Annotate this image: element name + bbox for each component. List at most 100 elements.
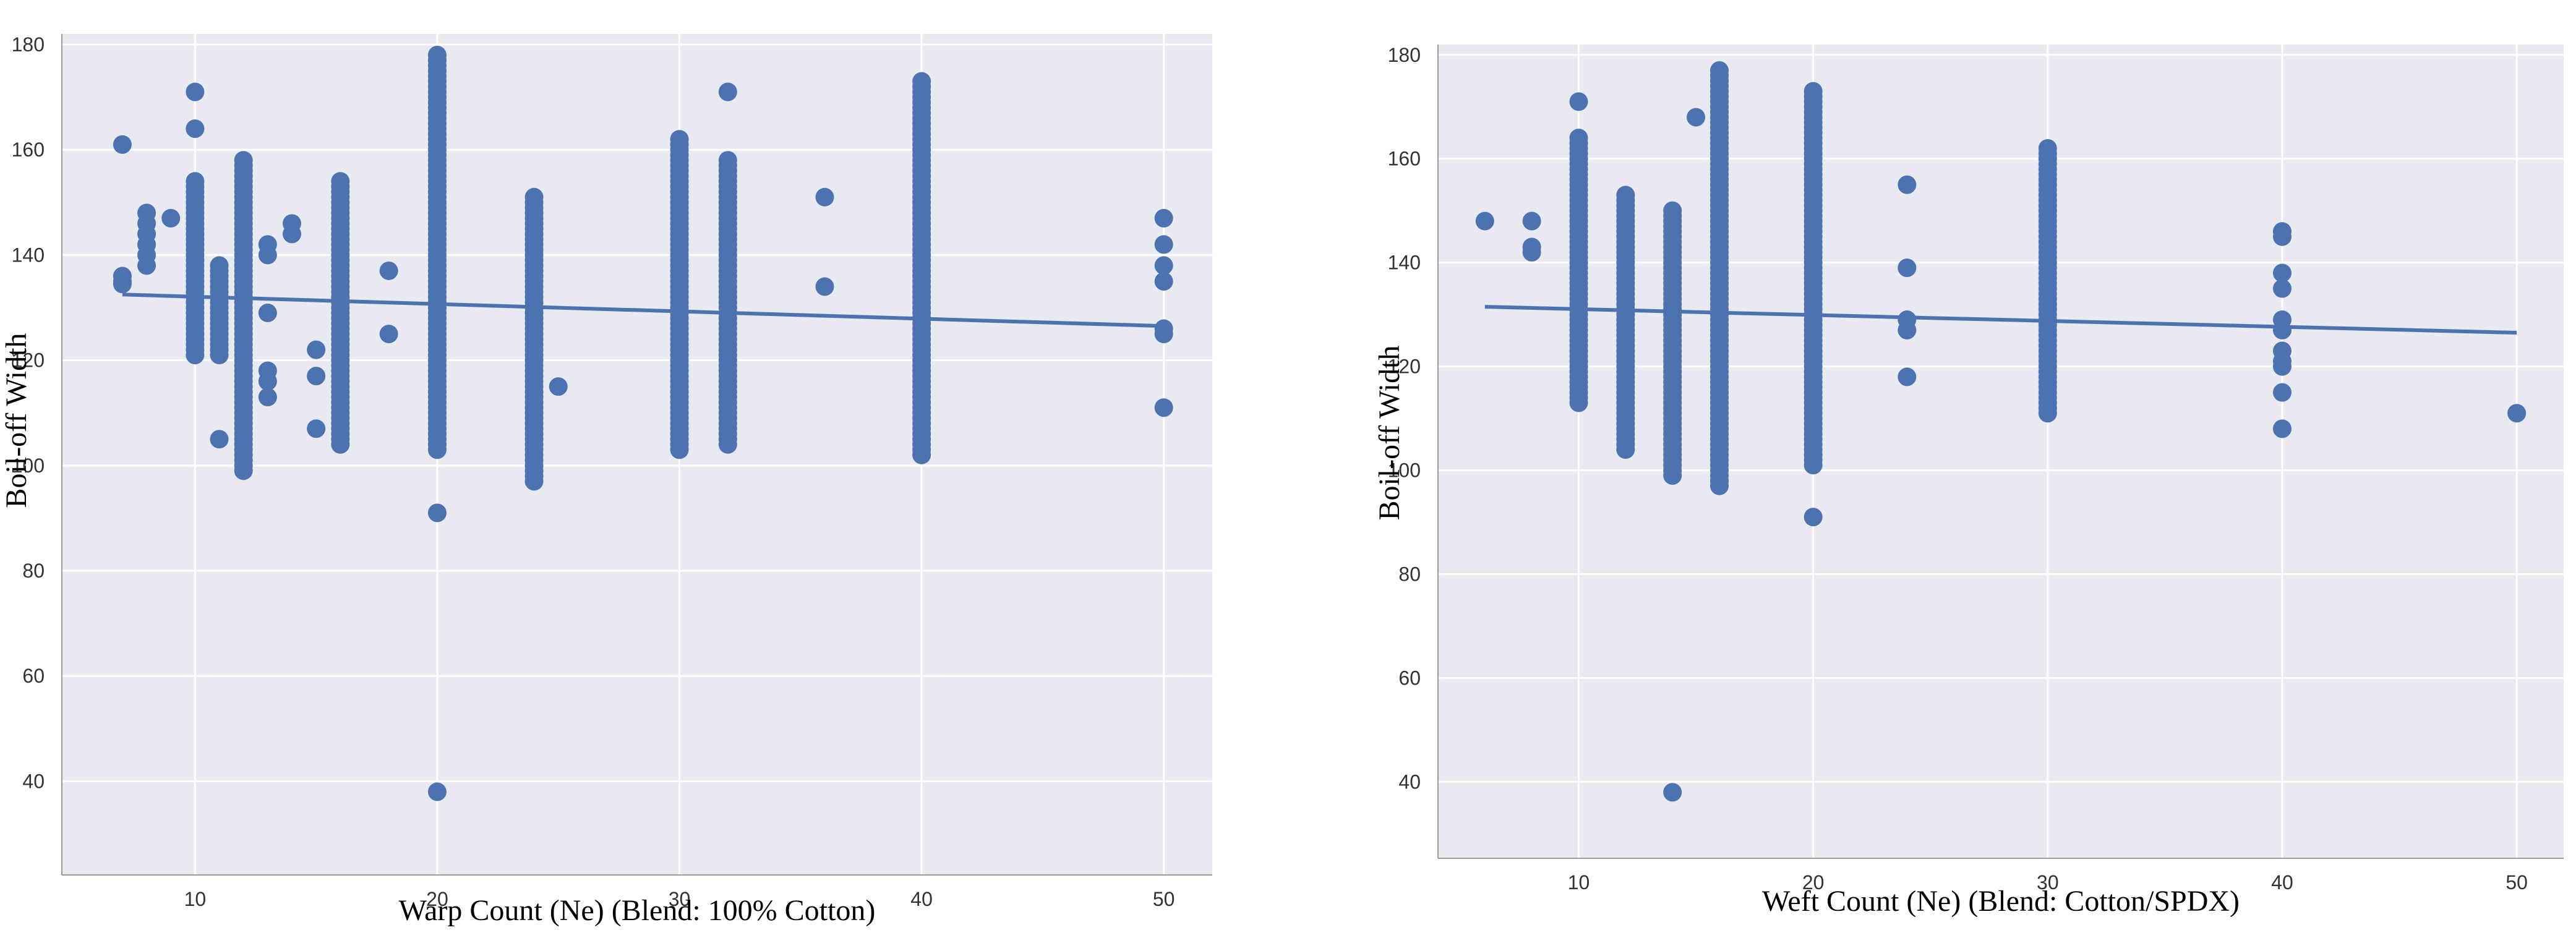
scatter-point [161, 208, 181, 228]
scatter-point [2273, 383, 2291, 402]
plot-area [1438, 45, 2564, 858]
scatter-point [2273, 279, 2291, 298]
warp-count-chart: 40 60 80 100 120 140 160 180 10 20 30 40 50 Boil-off … [0, 33, 1212, 927]
y-tick-label: 100 [1388, 459, 1421, 482]
scatter-point [718, 82, 737, 101]
scatter-point [2273, 227, 2291, 246]
scatter-point [258, 245, 277, 265]
x-tick-label: 30 [669, 888, 691, 910]
scatter-point [1663, 201, 1682, 220]
scatter-point [1154, 256, 1173, 275]
scatter-point [1898, 367, 1917, 386]
scatter-point [427, 46, 447, 65]
scatter-point [307, 340, 326, 359]
scatter-point [379, 261, 398, 280]
x-tick-label: 10 [184, 888, 207, 910]
y-tick-label: 40 [22, 770, 45, 792]
scatter-point [307, 419, 326, 438]
x-tick-label: 40 [2271, 871, 2293, 894]
y-tick-label: 60 [22, 665, 45, 687]
scatter-point [331, 172, 350, 191]
y-tick-label: 160 [1388, 148, 1421, 170]
scatter-point [2273, 320, 2291, 339]
scatter-point [186, 119, 205, 139]
scatter-point [1569, 129, 1588, 148]
y-tick-label: 160 [12, 139, 45, 161]
scatter-point [1154, 208, 1173, 228]
plot-area [62, 34, 1212, 875]
y-axis-title: Boil-off Width [1373, 346, 1406, 521]
y-tick-label: 40 [1398, 770, 1421, 793]
x-axis-title: Weft Count (Ne) (Blend: Cotton/SPDX) [1762, 885, 2240, 918]
scatter-point [258, 304, 277, 323]
scatter-point [427, 782, 447, 801]
scatter-point [1804, 508, 1823, 527]
y-tick-label: 140 [12, 244, 45, 266]
scatter-point [1663, 783, 1682, 802]
scatter-point [912, 72, 931, 91]
scatter-point [210, 256, 229, 275]
y-tick-label: 120 [12, 349, 45, 372]
scatter-point [1569, 92, 1588, 111]
scatter-point [549, 377, 568, 396]
scatter-point [1616, 186, 1635, 205]
scatter-point [2273, 263, 2291, 283]
data-points [1475, 61, 2527, 802]
y-tick-label: 180 [1388, 44, 1421, 66]
scatter-point [670, 130, 689, 149]
scatter-point [427, 503, 447, 523]
scatter-point [2273, 357, 2291, 376]
scatter-point [113, 275, 132, 294]
x-tick-label: 50 [2505, 871, 2528, 894]
scatter-point [234, 151, 253, 170]
y-tick-label: 80 [1398, 563, 1421, 586]
y-tick-label: 120 [1388, 356, 1421, 378]
regression-line [1484, 305, 2517, 335]
scatter-point [1154, 325, 1173, 344]
x-tick-label: 10 [1568, 871, 1590, 894]
scatter-point [1687, 108, 1706, 127]
x-tick-label: 30 [2037, 871, 2059, 894]
scatter-point [307, 367, 326, 386]
scatter-point [524, 187, 544, 207]
x-tick-label: 40 [910, 888, 933, 910]
scatter-point [113, 135, 132, 154]
scatter-point [137, 256, 156, 275]
x-tick-label: 20 [426, 888, 448, 910]
scatter-point [1710, 61, 1729, 80]
scatter-point [2038, 139, 2057, 158]
scatter-point [1522, 242, 1541, 262]
scatter-point [2507, 404, 2527, 423]
data-points [113, 46, 1173, 801]
y-tick-label: 180 [12, 33, 45, 56]
y-tick-label: 140 [1388, 252, 1421, 274]
scatter-point [186, 82, 205, 101]
scatter-point [283, 224, 301, 244]
scatter-point [258, 388, 277, 407]
y-axis-title: Boil-off Width [0, 333, 33, 508]
scatter-point [815, 277, 834, 296]
x-axis-title: Warp Count (Ne) (Blend: 100% Cotton) [399, 894, 876, 927]
scatter-point [2273, 419, 2291, 438]
scatter-point [1522, 211, 1541, 231]
x-tick-label: 50 [1153, 888, 1175, 910]
scatter-point [258, 372, 277, 391]
scatter-point [379, 325, 398, 344]
y-tick-label: 60 [1398, 667, 1421, 689]
scatter-point [815, 187, 834, 207]
scatter-point [1898, 258, 1917, 278]
scatter-point [1804, 82, 1823, 101]
y-tick-label: 100 [12, 454, 45, 477]
scatter-point [186, 172, 205, 191]
scatter-point [1154, 235, 1173, 254]
scatter-point [1154, 398, 1173, 417]
scatter-point [1898, 175, 1917, 194]
x-tick-label: 20 [1802, 871, 1825, 894]
y-tick-label: 80 [22, 560, 45, 582]
weft-count-chart: 40 60 80 100 120 140 160 180 10 20 30 40 50 Boil-off … [1373, 44, 2564, 918]
scatter-point [210, 430, 229, 449]
scatter-point [718, 151, 737, 170]
scatter-point [1154, 271, 1173, 291]
scatter-point [1898, 320, 1917, 339]
